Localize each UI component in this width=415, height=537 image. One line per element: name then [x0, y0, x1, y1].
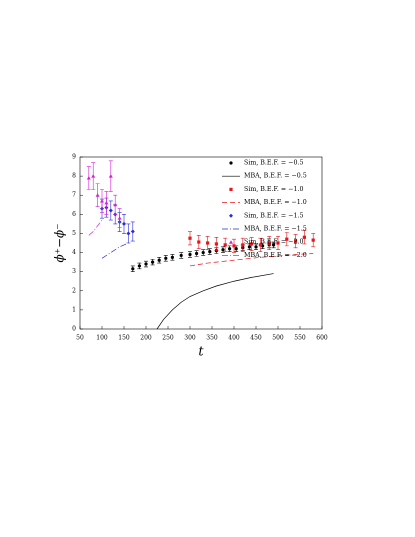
data-point: [223, 243, 227, 247]
data-point: [214, 242, 218, 246]
x-tick-label: 550: [294, 335, 306, 342]
x-tick-label: 600: [316, 335, 328, 342]
legend-label: Sim, B.E.F. = −1.0: [244, 186, 304, 193]
data-point: [272, 243, 276, 247]
data-point: [104, 200, 109, 205]
y-tick-label: 4: [72, 249, 76, 256]
legend-label: MBA, B.E.F. = −1.5: [244, 226, 307, 233]
y-tick-label: 8: [72, 173, 76, 180]
x-tick-label: 200: [140, 335, 152, 342]
data-point: [100, 198, 104, 203]
data-point: [285, 237, 289, 241]
legend-label: Sim, B.E.F. = −0.5: [244, 160, 304, 167]
data-point: [131, 267, 135, 271]
y-tick-label: 7: [72, 192, 76, 199]
y-tick-label: 3: [72, 268, 76, 275]
x-axis-label: t: [198, 345, 204, 360]
mba-line: [189, 253, 314, 267]
data-point: [151, 260, 155, 264]
mba-line: [101, 242, 129, 259]
data-point: [195, 251, 199, 256]
mba-line: [156, 273, 274, 330]
data-point: [234, 247, 238, 251]
data-point: [250, 242, 254, 246]
data-point: [276, 241, 280, 245]
legend-swatch: [229, 213, 233, 218]
legend-label: Sim, B.E.F. = −2.0: [244, 239, 304, 246]
data-point: [113, 202, 118, 207]
legend-label: MBA, B.E.F. = −1.0: [244, 199, 307, 206]
legend-swatch: [229, 240, 233, 244]
legend-label: MBA, B.E.F. = −0.5: [244, 173, 307, 180]
data-point: [126, 231, 131, 236]
x-tick-label: 300: [184, 335, 196, 342]
y-tick-label: 0: [72, 326, 76, 333]
data-point: [302, 235, 306, 239]
data-point: [254, 245, 258, 249]
data-point: [117, 216, 122, 220]
data-point: [157, 258, 161, 262]
data-point: [221, 248, 225, 252]
data-point: [197, 240, 201, 244]
y-tick-label: 5: [72, 230, 76, 237]
data-point: [232, 244, 236, 248]
data-point: [201, 250, 205, 255]
y-tick-label: 9: [72, 154, 76, 161]
legend-label: Sim, B.E.F. = −1.5: [244, 212, 304, 219]
data-point: [137, 264, 141, 268]
x-tick-label: 350: [206, 335, 218, 342]
x-tick-label: 50: [76, 335, 84, 342]
y-tick-label: 2: [72, 287, 76, 294]
y-tick-label: 6: [72, 211, 76, 218]
data-point: [247, 245, 251, 249]
x-tick-label: 450: [250, 335, 262, 342]
data-point: [208, 250, 212, 254]
data-point: [188, 236, 192, 240]
x-tick-label: 250: [162, 335, 174, 342]
data-point: [241, 243, 245, 247]
plot-frame: [79, 156, 323, 330]
legend-swatch: [229, 187, 233, 191]
data-point: [144, 262, 148, 266]
data-point: [311, 238, 315, 242]
data-point: [91, 174, 96, 178]
data-point: [228, 247, 232, 251]
x-tick-label: 400: [228, 335, 240, 342]
data-point: [108, 208, 113, 213]
x-tick-label: 100: [96, 335, 108, 342]
data-point: [170, 255, 174, 259]
data-point: [122, 221, 126, 226]
y-tick-label: 1: [72, 306, 76, 313]
data-point: [108, 174, 113, 178]
data-point: [86, 176, 91, 180]
data-point: [130, 229, 135, 234]
data-point: [188, 252, 192, 257]
data-point: [164, 256, 168, 260]
data-point: [258, 243, 262, 247]
data-point: [294, 239, 298, 243]
x-tick-label: 150: [118, 335, 130, 342]
legend-label: MBA, B.E.F. = −2.0: [244, 252, 307, 259]
y-axis-label: ϕ⁺−ϕ⁻: [53, 223, 67, 262]
mba-line: [88, 219, 103, 236]
data-point: [95, 193, 100, 197]
x-tick-label: 500: [272, 335, 284, 342]
data-point: [179, 253, 183, 258]
data-point: [267, 241, 271, 245]
legend-swatch: [229, 161, 233, 165]
data-point: [206, 241, 210, 245]
